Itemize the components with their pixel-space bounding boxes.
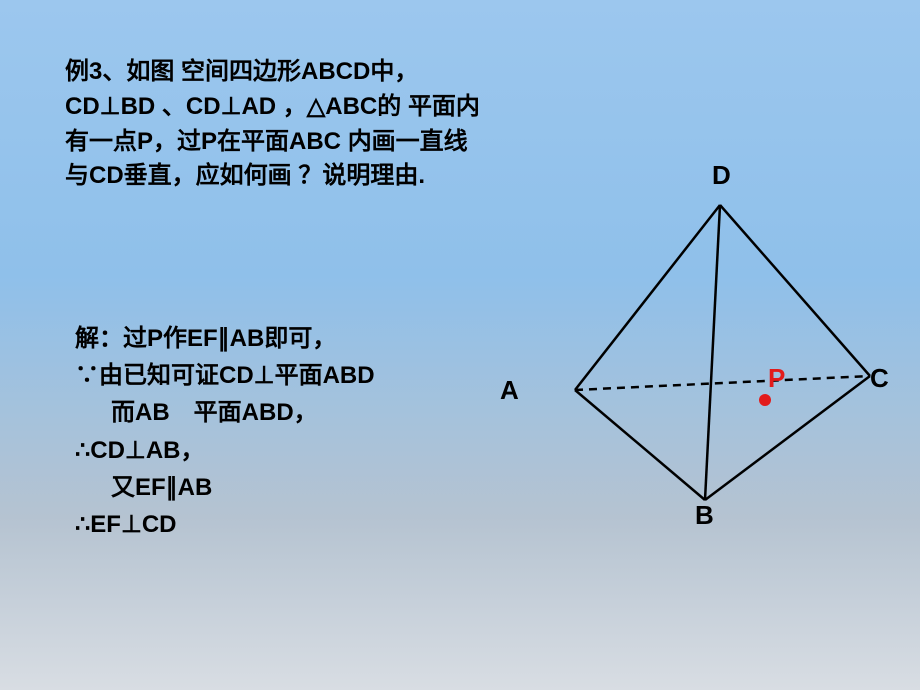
solution-text: 解：过P作EF∥AB即可， ∵由已知可证CD⊥平面ABD 而AB 平面ABD， … — [75, 320, 475, 543]
vertex-label-c: C — [870, 363, 889, 394]
solution-line: ∴CD⊥AB， — [75, 432, 475, 469]
problem-line: CD⊥BD 、CD⊥AD ，△ABC的 — [65, 93, 401, 120]
vertex-label-a: A — [500, 375, 519, 406]
vertex-label-b: B — [695, 500, 714, 531]
solution-line: ∵由已知可证CD⊥平面ABD — [75, 357, 475, 394]
solution-line: 又EF∥AB — [75, 469, 475, 506]
solution-line: ∴EF⊥CD — [75, 506, 475, 543]
problem-text: 例3、如图 空间四边形ABCD中， CD⊥BD 、CD⊥AD ，△ABC的 平面… — [65, 55, 485, 194]
solution-line: 而AB 平面ABD， — [75, 394, 475, 431]
diagram-svg — [530, 170, 900, 530]
point-label-p: P — [768, 363, 785, 394]
solution-line: 解：过P作EF∥AB即可， — [75, 320, 475, 357]
problem-line: 例3、如图 空间四边形ABCD中， — [65, 58, 418, 85]
problem-line: ？说明理由. — [298, 162, 425, 189]
geometry-diagram — [530, 170, 900, 530]
vertex-label-d: D — [712, 160, 731, 191]
